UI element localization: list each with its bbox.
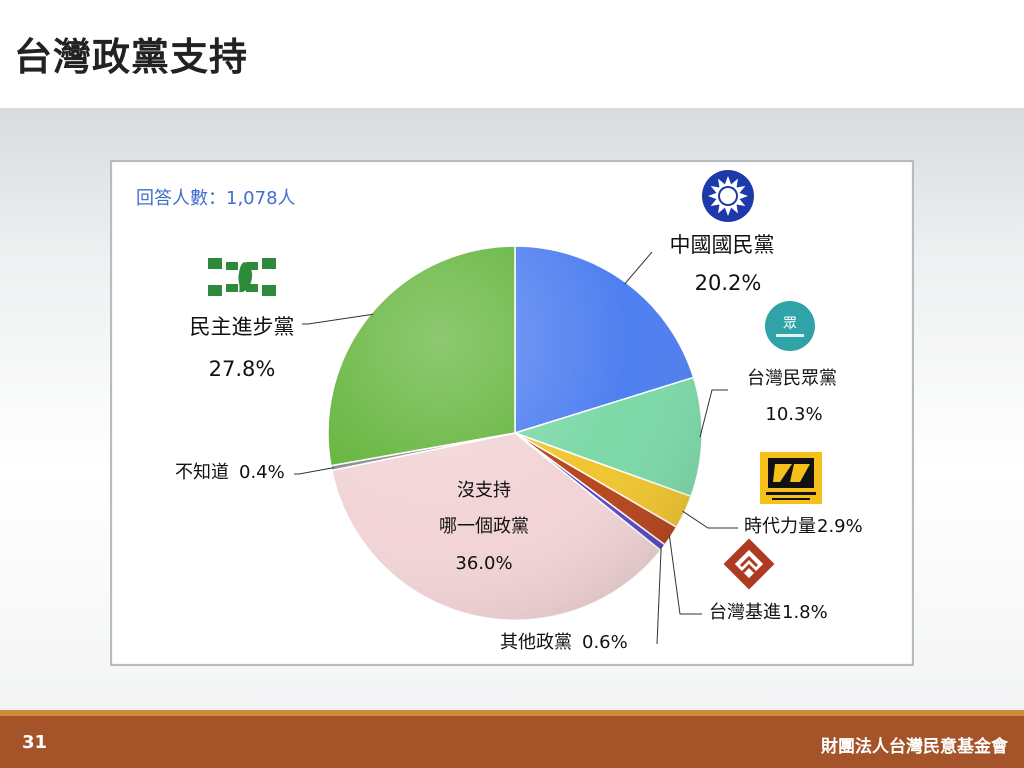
tsp-label: 台灣基進	[709, 602, 781, 623]
svg-text:眾: 眾	[783, 316, 797, 332]
npp-label: 時代力量	[744, 516, 816, 537]
leader-line-6	[294, 467, 334, 475]
respondent-count: 回答人數：1,078人	[136, 188, 296, 209]
no-support-label-line2: 哪一個政黨	[439, 516, 529, 537]
no-support-label-line1: 沒支持	[457, 480, 511, 501]
dpp-label: 民主進步黨	[190, 315, 295, 339]
other-party-label: 其他政黨	[500, 632, 572, 653]
tsp-logo-icon	[723, 538, 775, 590]
kmt-label: 中國國民黨	[670, 233, 775, 257]
dpp-logo-icon	[208, 258, 276, 296]
chart-panel: 回答人數：1,078人 眾	[110, 160, 914, 666]
pie-gloss	[328, 246, 702, 620]
footer-bar: 31 財團法人台灣民意基金會	[0, 710, 1024, 768]
npp-value-label: 2.9%	[817, 516, 863, 537]
tpp-logo-icon: 眾	[765, 301, 815, 351]
kmt-logo-icon	[702, 170, 754, 222]
dont-know-label: 不知道	[175, 462, 229, 483]
leader-lines	[294, 251, 738, 645]
page-number: 31	[22, 732, 48, 753]
dpp-value-label: 27.8%	[209, 357, 276, 381]
tsp-value-label: 1.8%	[782, 602, 828, 623]
leader-line-4	[656, 546, 662, 645]
pie-slices	[327, 245, 703, 621]
other-party-value-label: 0.6%	[582, 632, 628, 653]
leader-line-7	[302, 313, 374, 325]
tpp-label: 台灣民眾黨	[747, 368, 837, 389]
leader-line-3	[668, 535, 702, 615]
dont-know-value-label: 0.4%	[239, 462, 285, 483]
slide-title: 台灣政黨支持	[14, 35, 249, 79]
leader-line-2	[682, 510, 738, 529]
organization-name: 財團法人台灣民意基金會	[821, 737, 1008, 757]
kmt-value-label: 20.2%	[695, 271, 762, 295]
tpp-value-label: 10.3%	[765, 404, 822, 425]
leader-line-1	[699, 389, 728, 438]
no-support-value-label: 36.0%	[455, 553, 512, 574]
npp-logo-icon	[760, 452, 822, 504]
leader-line-0	[624, 251, 653, 285]
pie-chart: 回答人數：1,078人 眾	[136, 170, 863, 653]
